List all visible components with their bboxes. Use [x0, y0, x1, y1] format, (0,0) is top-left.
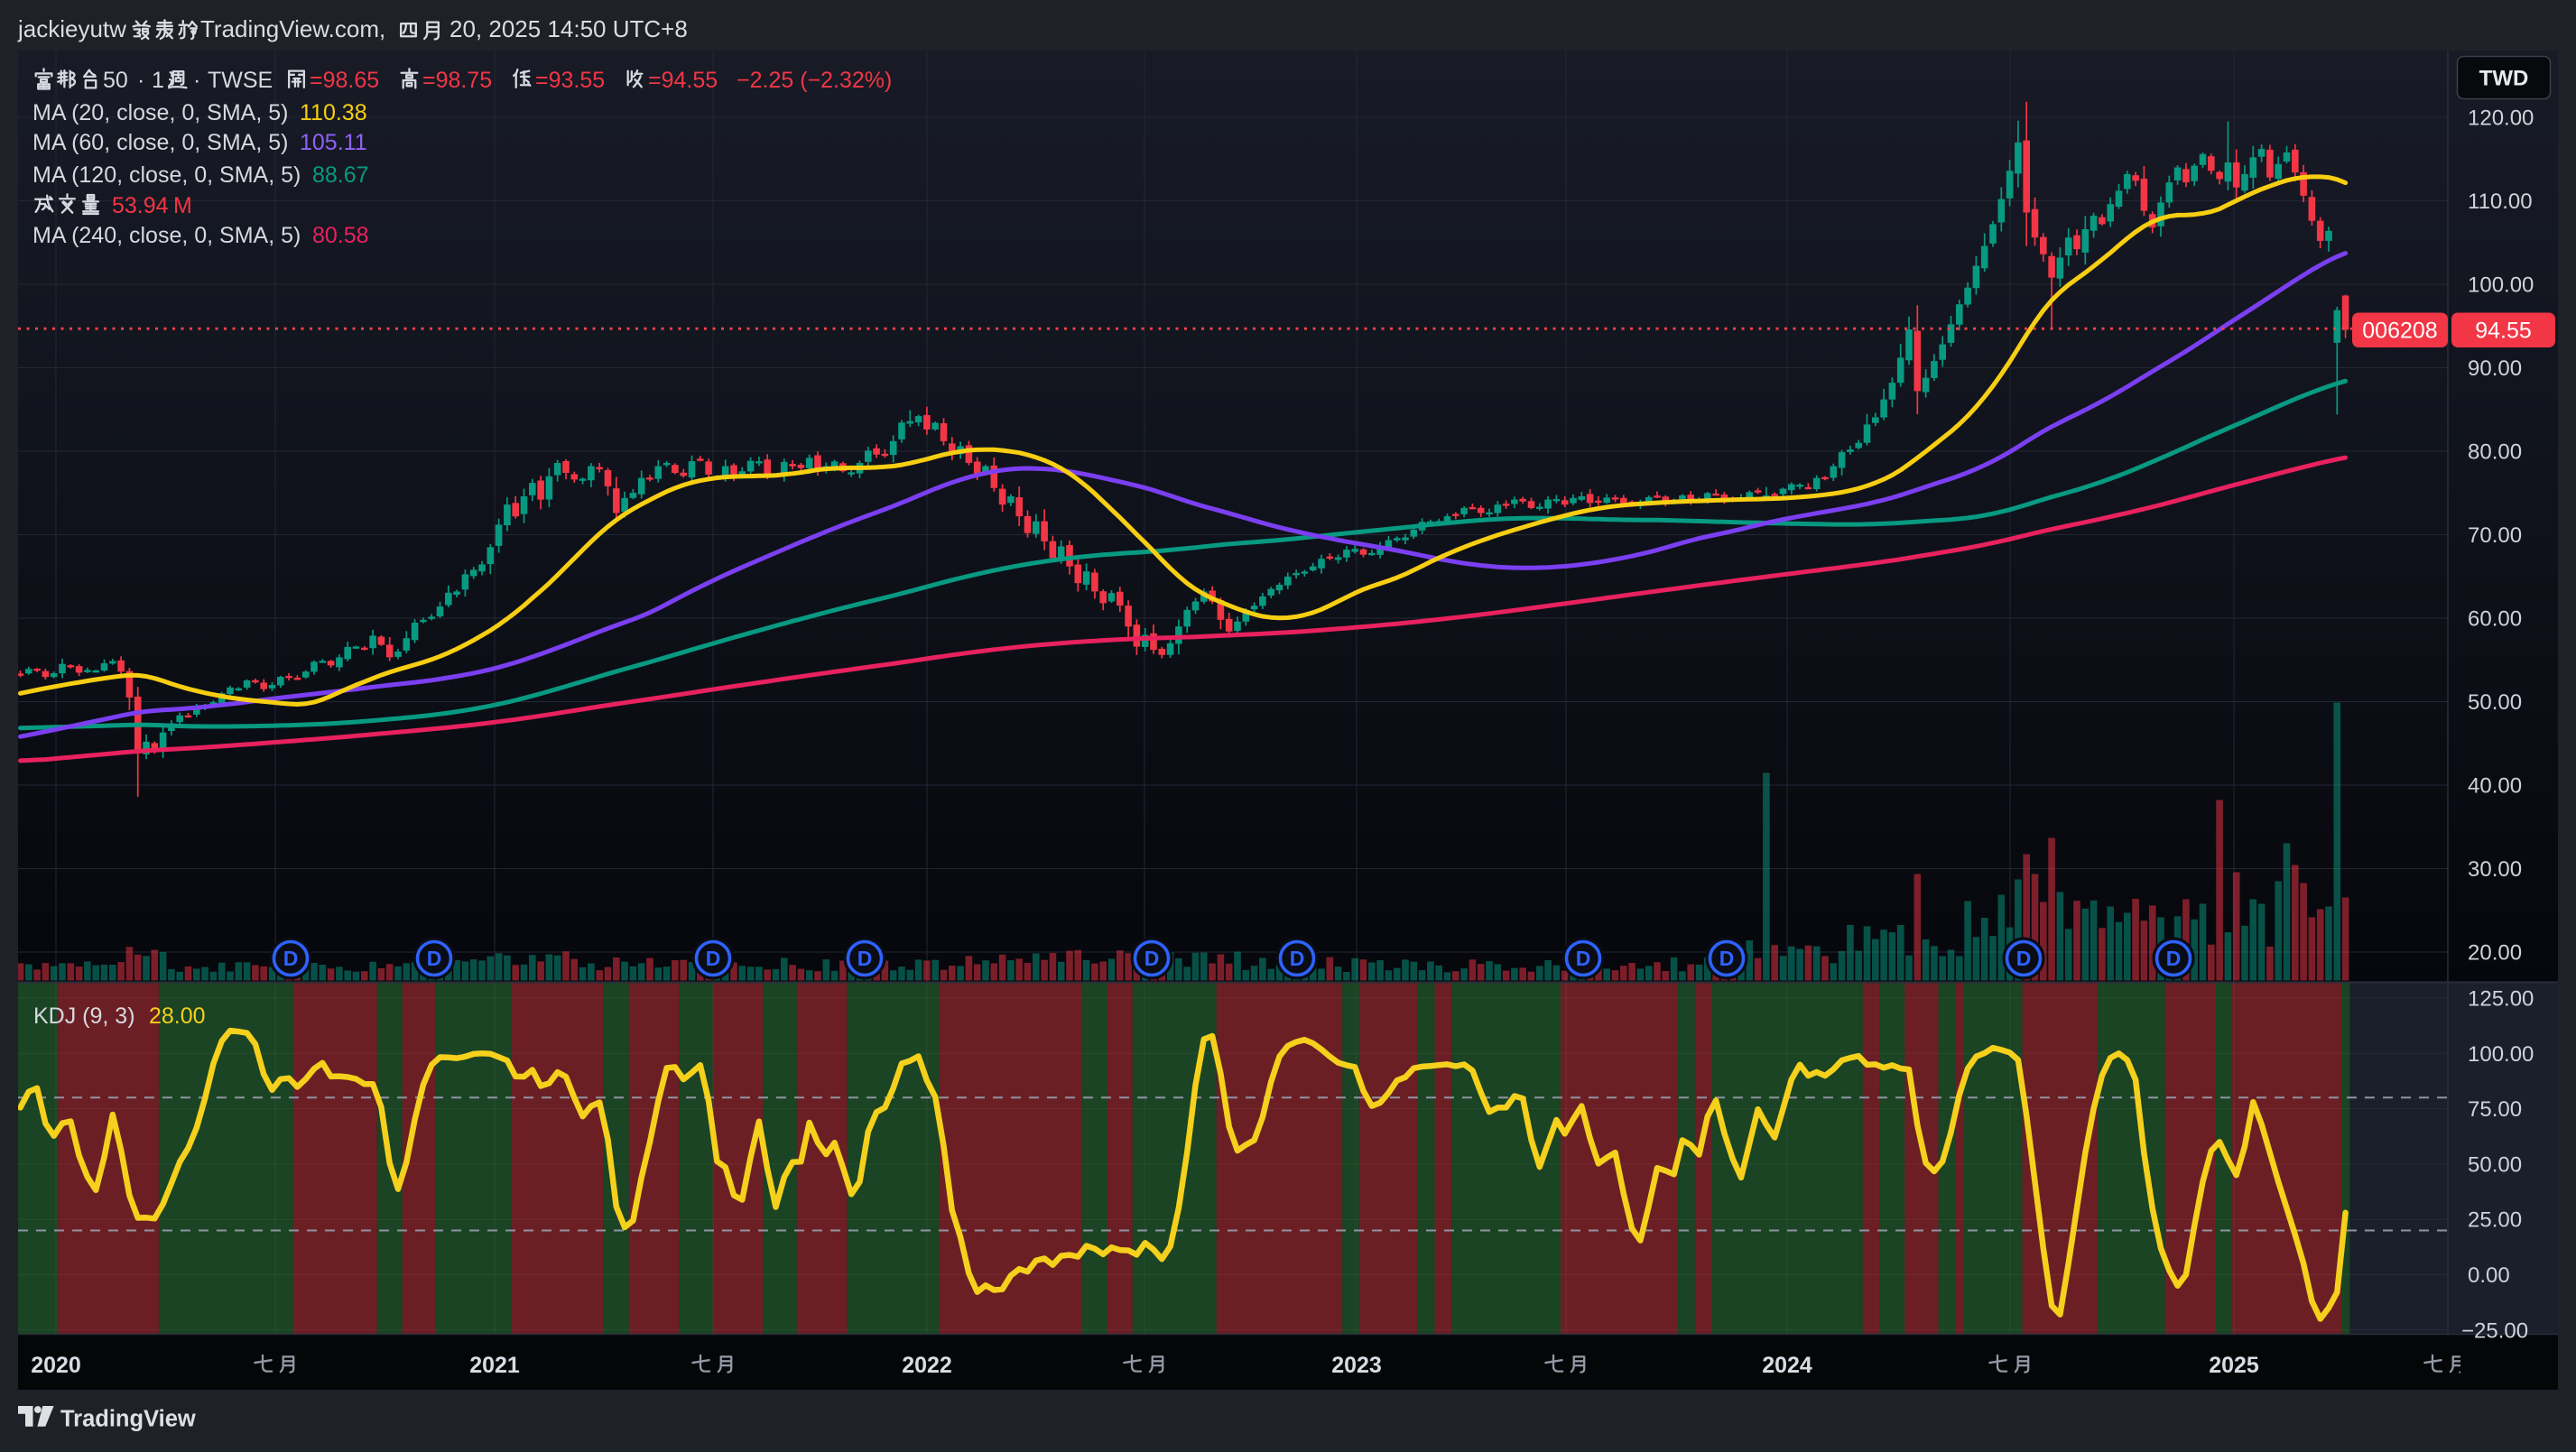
svg-text:D: D [1719, 947, 1735, 970]
svg-text:105.11: 105.11 [300, 130, 367, 155]
svg-text:TradingView.com: TradingView.com [200, 15, 379, 42]
svg-text:120.00: 120.00 [2468, 106, 2534, 131]
svg-text:MA (60, close, 0, SMA, 5): MA (60, close, 0, SMA, 5) [32, 130, 288, 155]
svg-text:40.00: 40.00 [2468, 774, 2522, 799]
svg-text:50: 50 [103, 68, 128, 93]
svg-text:2025: 2025 [2209, 1353, 2259, 1378]
svg-text:KDJ (9, 3): KDJ (9, 3) [33, 1003, 135, 1029]
svg-text:,: , [379, 15, 385, 42]
svg-text:−2.25 (−2.32%): −2.25 (−2.32%) [737, 68, 892, 93]
svg-text:100.00: 100.00 [2468, 273, 2534, 298]
svg-text:=98.75: =98.75 [422, 68, 492, 93]
svg-text:TWD: TWD [2479, 67, 2529, 91]
svg-text:D: D [2166, 947, 2182, 970]
svg-text:−25.00: −25.00 [2461, 1318, 2528, 1343]
svg-text:MA (120, close, 0, SMA, 5): MA (120, close, 0, SMA, 5) [32, 162, 301, 188]
svg-text:94.55: 94.55 [2475, 319, 2532, 344]
svg-text:25.00: 25.00 [2468, 1208, 2522, 1233]
svg-text:D: D [1144, 947, 1160, 970]
svg-text:2024: 2024 [1762, 1353, 1812, 1378]
svg-text:D: D [857, 947, 873, 970]
svg-text:D: D [283, 947, 299, 970]
svg-text:110.38: 110.38 [300, 100, 367, 125]
svg-text:28.00: 28.00 [149, 1003, 206, 1029]
svg-text:75.00: 75.00 [2468, 1097, 2522, 1122]
svg-text:1: 1 [152, 68, 164, 93]
svg-text:·: · [193, 68, 200, 93]
svg-text:90.00: 90.00 [2468, 356, 2522, 381]
svg-text:110.00: 110.00 [2468, 190, 2533, 214]
svg-text:M: M [173, 193, 192, 218]
svg-text:2023: 2023 [1331, 1353, 1382, 1378]
svg-text:80.58: 80.58 [312, 223, 369, 248]
svg-text:20.00: 20.00 [2468, 941, 2522, 966]
svg-text:100.00: 100.00 [2468, 1042, 2534, 1067]
svg-text:0.00: 0.00 [2468, 1263, 2510, 1288]
svg-text:50.00: 50.00 [2468, 690, 2522, 715]
svg-text:MA (20, close, 0, SMA, 5): MA (20, close, 0, SMA, 5) [32, 100, 288, 125]
svg-text:88.67: 88.67 [312, 162, 369, 188]
svg-text:2022: 2022 [902, 1353, 952, 1378]
svg-text:70.00: 70.00 [2468, 523, 2522, 548]
svg-text:D: D [2016, 947, 2032, 970]
svg-text:jackieyutw: jackieyutw [17, 15, 126, 42]
svg-text:D: D [427, 947, 442, 970]
svg-text:2021: 2021 [469, 1353, 520, 1378]
svg-text:80.00: 80.00 [2468, 440, 2522, 465]
svg-text:125.00: 125.00 [2468, 987, 2534, 1012]
svg-text:60.00: 60.00 [2468, 607, 2522, 632]
svg-text:D: D [1290, 947, 1305, 970]
svg-text:D: D [706, 947, 721, 970]
svg-text:TradingView: TradingView [60, 1407, 196, 1432]
svg-text:MA (240, close, 0, SMA, 5): MA (240, close, 0, SMA, 5) [32, 223, 301, 248]
svg-text:=98.65: =98.65 [310, 68, 379, 93]
svg-text:TWSE: TWSE [208, 68, 273, 93]
svg-text:20, 2025 14:50 UTC+8: 20, 2025 14:50 UTC+8 [449, 15, 688, 42]
svg-text:50.00: 50.00 [2468, 1152, 2522, 1177]
svg-text:53.94: 53.94 [112, 193, 169, 218]
svg-text:006208: 006208 [2362, 319, 2437, 344]
svg-text:2020: 2020 [31, 1353, 81, 1378]
svg-text:30.00: 30.00 [2468, 857, 2522, 882]
svg-text:·: · [137, 68, 144, 93]
svg-text:=94.55: =94.55 [648, 68, 718, 93]
svg-text:=93.55: =93.55 [535, 68, 605, 93]
svg-text:D: D [1576, 947, 1591, 970]
